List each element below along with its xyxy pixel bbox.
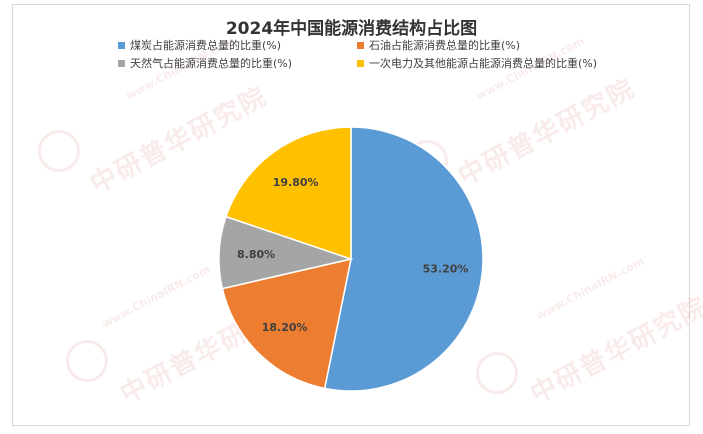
data-label-oil: 18.20% (262, 321, 308, 334)
legend-item-primary-electricity: 一次电力及其他能源占能源消费总量的比重(%) (357, 55, 597, 71)
legend-label-gas: 天然气占能源消费总量的比重(%) (130, 57, 293, 70)
legend-swatch-oil (357, 41, 364, 49)
legend-item-gas: 天然气占能源消费总量的比重(%) (118, 55, 292, 71)
legend-item-oil: 石油占能源消费总量的比重(%) (357, 37, 520, 53)
legend-swatch-coal (118, 41, 125, 49)
legend-swatch-gas (118, 59, 125, 67)
chart-title: 2024年中国能源消费结构占比图 (225, 19, 478, 39)
data-label-primary-electricity: 19.80% (273, 176, 319, 189)
legend-item-coal: 煤炭占能源消费总量的比重(%) (118, 37, 281, 53)
pie-slice-primary-electricity (225, 126, 352, 261)
legend-label-oil: 石油占能源消费总量的比重(%) (369, 39, 521, 52)
legend-swatch-primary-electricity (357, 59, 364, 67)
data-label-gas: 8.80% (237, 248, 275, 261)
pie-slice-oil (221, 258, 352, 390)
legend-label-primary-electricity: 一次电力及其他能源占能源消费总量的比重(%) (369, 57, 598, 70)
legend-label-coal: 煤炭占能源消费总量的比重(%) (130, 39, 282, 52)
data-label-coal: 53.20% (423, 263, 469, 276)
pie-slice-coal (323, 126, 484, 392)
